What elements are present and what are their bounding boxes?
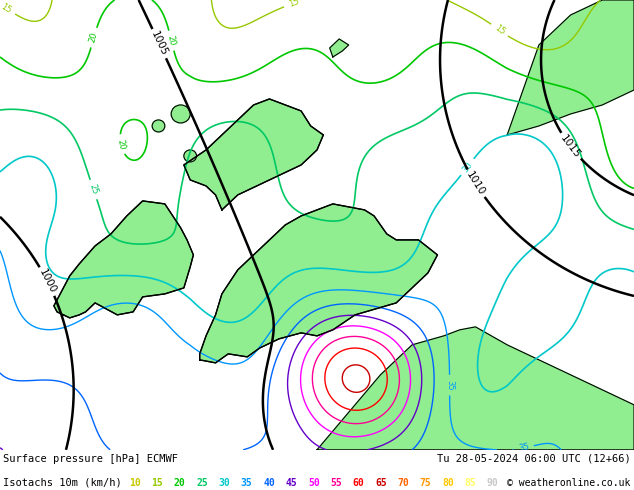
Text: 75: 75 xyxy=(420,478,432,488)
Text: 80: 80 xyxy=(442,478,454,488)
Text: 30: 30 xyxy=(219,478,230,488)
Text: 25: 25 xyxy=(196,478,208,488)
Text: 1010: 1010 xyxy=(465,170,487,197)
Text: 20: 20 xyxy=(174,478,186,488)
Text: 90: 90 xyxy=(487,478,499,488)
Text: © weatheronline.co.uk: © weatheronline.co.uk xyxy=(507,478,631,488)
Text: 20: 20 xyxy=(88,31,100,44)
Text: 85: 85 xyxy=(465,478,476,488)
Text: Isotachs 10m (km/h): Isotachs 10m (km/h) xyxy=(3,478,122,488)
Polygon shape xyxy=(507,0,634,135)
Circle shape xyxy=(171,105,190,123)
Text: 20: 20 xyxy=(165,34,177,47)
Text: 15: 15 xyxy=(152,478,163,488)
Polygon shape xyxy=(200,204,437,363)
Text: 20: 20 xyxy=(115,138,126,150)
Text: 1015: 1015 xyxy=(559,133,583,160)
Text: 1005: 1005 xyxy=(149,29,169,58)
Polygon shape xyxy=(330,39,349,57)
Text: 30: 30 xyxy=(461,160,474,174)
Text: 35: 35 xyxy=(241,478,252,488)
Text: 15: 15 xyxy=(493,24,507,37)
Text: 45: 45 xyxy=(285,478,297,488)
Text: 15: 15 xyxy=(0,2,13,15)
Circle shape xyxy=(184,150,197,162)
Text: 50: 50 xyxy=(308,478,320,488)
Text: 55: 55 xyxy=(330,478,342,488)
Text: 10: 10 xyxy=(129,478,141,488)
Text: 1000: 1000 xyxy=(37,268,58,295)
Text: Tu 28-05-2024 06:00 UTC (12+66): Tu 28-05-2024 06:00 UTC (12+66) xyxy=(437,454,631,464)
Text: Surface pressure [hPa] ECMWF: Surface pressure [hPa] ECMWF xyxy=(3,454,178,464)
Text: 65: 65 xyxy=(375,478,387,488)
Text: 25: 25 xyxy=(87,183,100,196)
Text: 35: 35 xyxy=(518,442,530,453)
Text: 15: 15 xyxy=(287,0,300,9)
Text: 40: 40 xyxy=(263,478,275,488)
Circle shape xyxy=(152,120,165,132)
Polygon shape xyxy=(317,327,634,450)
Polygon shape xyxy=(184,99,323,210)
Text: 60: 60 xyxy=(353,478,365,488)
Text: 70: 70 xyxy=(398,478,409,488)
Text: 35: 35 xyxy=(445,380,454,391)
Polygon shape xyxy=(54,201,193,318)
